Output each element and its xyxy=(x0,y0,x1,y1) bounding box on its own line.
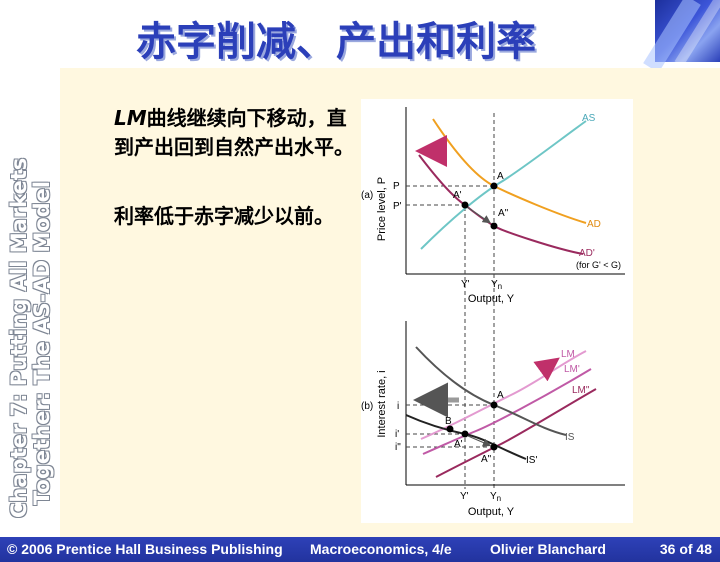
tick-p: P xyxy=(393,181,400,192)
corner-decoration-image xyxy=(643,0,720,73)
label-ad-prime: AD' xyxy=(579,248,595,259)
point-a-prime-bottom xyxy=(461,430,469,438)
label-lm: LM xyxy=(561,349,575,360)
label-point-a-double-bottom: A" xyxy=(481,454,492,465)
tick-i-double: i" xyxy=(395,442,401,453)
point-a-prime-top xyxy=(461,201,469,209)
chapter-side-title-line2: Together: The AS-AD Model xyxy=(30,180,54,506)
top-tick-y-prime: Y' xyxy=(461,279,470,290)
bottom-x-axis-label: Output, Y xyxy=(468,506,515,518)
bottom-y-axis-label: Interest rate, i xyxy=(376,370,388,437)
adjustment-arrow-bottom xyxy=(467,435,492,447)
footer-book-title: Macroeconomics, 4/e xyxy=(310,541,452,557)
chapter-side-title-line1: Chapter 7: Putting All Markets xyxy=(7,157,31,518)
slide-title: 赤字削减、产出和利率 xyxy=(136,19,536,65)
tick-p-prime: P' xyxy=(393,201,402,212)
body-paragraph-lm-shift: LM曲线继续向下移动，直到产出回到自然产出水平。 xyxy=(114,104,364,162)
lm-term: LM xyxy=(114,106,147,130)
body-paragraph-interest-rate: 利率低于赤字减少以前。 xyxy=(114,204,334,228)
label-point-a-double-top: A" xyxy=(498,208,509,219)
lm-prime-curve xyxy=(422,368,592,455)
label-point-b-bottom: B xyxy=(445,416,452,427)
point-a-double-top xyxy=(490,222,498,230)
footer-copyright: © 2006 Prentice Hall Business Publishing xyxy=(7,541,283,557)
bottom-panel-label: (b) xyxy=(361,401,373,412)
point-a-top xyxy=(490,182,498,190)
label-lm-prime: LM' xyxy=(564,364,580,375)
top-panel-label: (a) xyxy=(361,190,373,201)
adjustment-arrow-top xyxy=(466,206,491,224)
label-point-a-top: A xyxy=(497,171,504,182)
bottom-tick-yn: Yn xyxy=(490,491,501,503)
figure-svg: (a) Price level, P Output, Y P P' Y' Yn … xyxy=(361,107,625,518)
bottom-tick-y-prime: Y' xyxy=(460,491,469,502)
tick-i-prime: i' xyxy=(395,429,399,440)
ad-curve xyxy=(432,118,587,224)
label-is-prime: IS' xyxy=(526,455,537,466)
body-paragraph-lm-shift-text: 曲线继续向下移动，直到产出回到自然产出水平。 xyxy=(114,106,354,159)
point-a-bottom xyxy=(490,401,498,409)
top-x-axis-label: Output, Y xyxy=(468,293,515,305)
label-ad-prime-note: (for G' < G) xyxy=(576,260,621,270)
footer-author: Olivier Blanchard xyxy=(490,541,606,557)
label-point-a-prime-top: A' xyxy=(453,190,462,201)
lm-shift-arrow xyxy=(533,357,560,382)
footer-page-number: 36 of 48 xyxy=(659,541,712,557)
label-as: AS xyxy=(582,113,596,124)
label-is: IS xyxy=(565,432,575,443)
tick-i: i xyxy=(397,401,399,412)
point-b-bottom xyxy=(446,425,454,433)
footer-bar: © 2006 Prentice Hall Business Publishing… xyxy=(0,537,720,562)
is-curve xyxy=(415,346,567,436)
top-tick-yn: Yn xyxy=(491,279,502,291)
lm-double-curve xyxy=(435,388,597,478)
label-ad: AD xyxy=(587,219,601,230)
as-ad-is-lm-figure: (a) Price level, P Output, Y P P' Y' Yn … xyxy=(361,99,633,523)
label-point-a-bottom: A xyxy=(497,390,504,401)
point-a-double-bottom xyxy=(490,443,498,451)
label-lm-double: LM" xyxy=(572,385,590,396)
as-curve xyxy=(420,120,587,250)
chapter-side-title: Chapter 7: Putting All Markets Together:… xyxy=(6,157,56,518)
label-point-a-prime-bottom: A' xyxy=(454,439,463,450)
top-y-axis-label: Price level, P xyxy=(376,177,388,241)
